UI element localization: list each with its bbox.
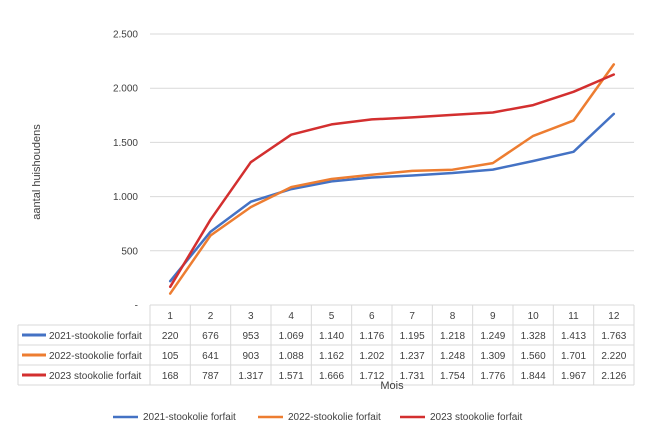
data-label: 2.220 <box>601 351 626 362</box>
y-tick-label: 1.000 <box>113 192 138 203</box>
y-tick-label: 1.500 <box>113 138 138 149</box>
x-axis-title: Mois <box>380 380 404 392</box>
x-tick-label: 3 <box>248 311 254 322</box>
data-label: 1.317 <box>238 371 263 382</box>
series-line <box>168 112 616 283</box>
series-line <box>168 73 616 289</box>
legend-label: 2022-stookolie forfait <box>288 412 381 423</box>
data-label: 1.237 <box>400 351 425 362</box>
data-label: 1.088 <box>279 351 304 362</box>
data-label: 1.248 <box>440 351 465 362</box>
data-label: 1.328 <box>521 331 546 342</box>
data-label: 1.249 <box>480 331 505 342</box>
data-label: 1.844 <box>521 371 546 382</box>
data-label: 1.967 <box>561 371 586 382</box>
data-label: 1.754 <box>440 371 465 382</box>
x-tick-label: 8 <box>450 311 456 322</box>
data-label: 903 <box>242 351 259 362</box>
y-axis-ticks: - 500 1.000 1.500 2.000 2.500 <box>113 30 138 312</box>
y-axis-title: aantal huishoudens <box>31 124 43 220</box>
y-tick-label: 2.500 <box>113 30 138 41</box>
gridlines <box>150 33 634 252</box>
y-tick-label: 500 <box>121 246 138 257</box>
legend: 2021-stookolie forfait 2022-stookolie for… <box>113 412 523 423</box>
data-label: 1.776 <box>480 371 505 382</box>
x-tick-label: 11 <box>568 311 579 322</box>
x-tick-label: 9 <box>490 311 496 322</box>
data-label: 220 <box>162 331 179 342</box>
x-tick-label: 10 <box>528 311 540 322</box>
x-tick-label: 6 <box>369 311 375 322</box>
legend-label: 2023 stookolie forfait <box>430 412 523 423</box>
table-row-label: 2022-stookolie forfait <box>49 351 142 362</box>
data-label: 1.701 <box>561 351 586 362</box>
data-label: 1.140 <box>319 331 344 342</box>
data-label: 168 <box>162 371 179 382</box>
series-line <box>168 63 616 295</box>
legend-label: 2021-stookolie forfait <box>143 412 236 423</box>
table-row-label: 2021-stookolie forfait <box>49 331 142 342</box>
table-row-label: 2023 stookolie forfait <box>49 371 142 382</box>
x-tick-label: 12 <box>608 311 620 322</box>
x-tick-label: 4 <box>288 311 294 322</box>
x-tick-label: 5 <box>329 311 335 322</box>
data-label: 1.413 <box>561 331 586 342</box>
x-tick-label: 1 <box>167 311 173 322</box>
data-label: 1.731 <box>400 371 425 382</box>
data-label: 1.571 <box>279 371 304 382</box>
data-label: 953 <box>242 331 259 342</box>
y-tick-label: 2.000 <box>113 84 138 95</box>
data-label: 1.763 <box>601 331 626 342</box>
data-label: 1.069 <box>279 331 304 342</box>
data-label: 1.309 <box>480 351 505 362</box>
data-label: 1.218 <box>440 331 465 342</box>
data-label: 787 <box>202 371 219 382</box>
x-tick-label: 7 <box>409 311 415 322</box>
data-label: 1.195 <box>400 331 425 342</box>
data-label: 1.712 <box>359 371 384 382</box>
data-label: 1.666 <box>319 371 344 382</box>
x-tick-label: 2 <box>208 311 214 322</box>
series-lines <box>168 63 616 295</box>
data-label: 1.176 <box>359 331 384 342</box>
y-tick-label: - <box>135 301 138 312</box>
data-label: 1.162 <box>319 351 344 362</box>
data-label: 105 <box>162 351 179 362</box>
data-label: 1.202 <box>359 351 384 362</box>
data-label: 1.560 <box>521 351 546 362</box>
data-label: 641 <box>202 351 219 362</box>
data-label: 2.126 <box>601 371 626 382</box>
data-label: 676 <box>202 331 219 342</box>
